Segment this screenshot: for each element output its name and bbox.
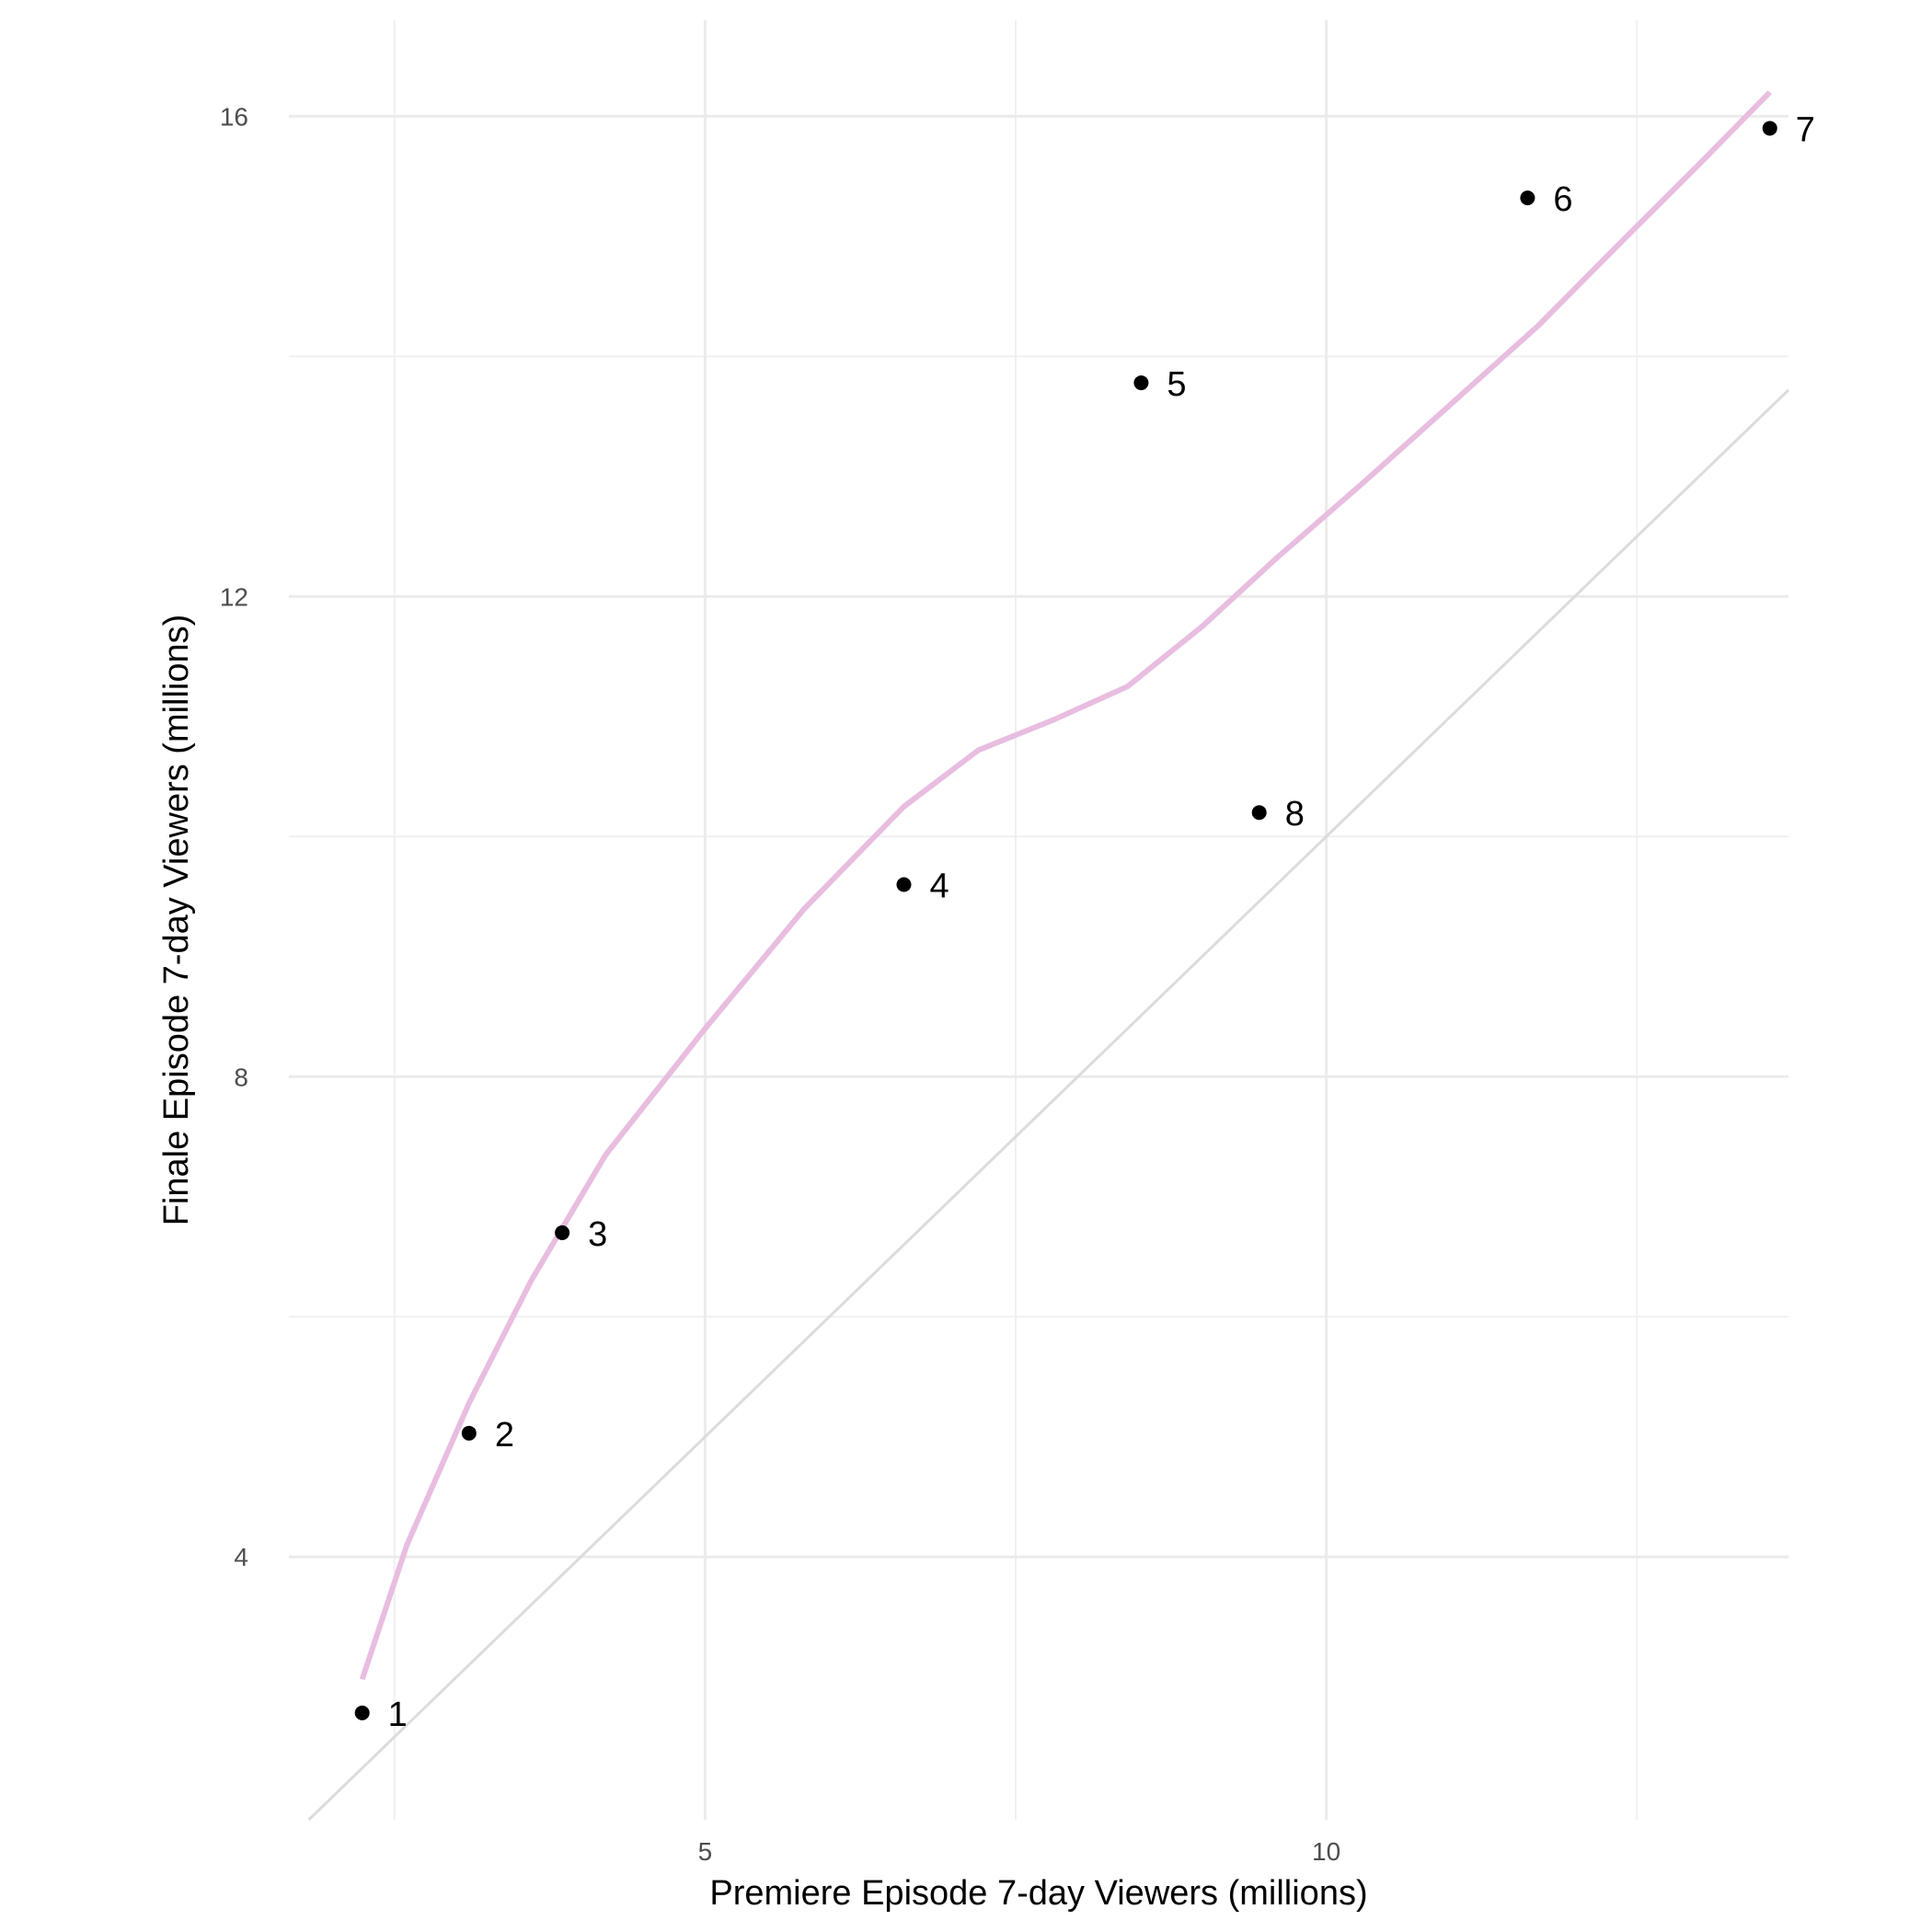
point-label-4: 4	[929, 868, 949, 906]
data-point-8	[1251, 805, 1267, 821]
data-point-6	[1520, 190, 1535, 206]
point-label-3: 3	[588, 1215, 607, 1254]
reference-line-layer	[307, 388, 1790, 1822]
data-point-2	[461, 1425, 477, 1441]
gridlines	[289, 20, 1788, 1820]
y-tick-label-8: 8	[234, 1063, 248, 1091]
y-tick-label-4: 4	[234, 1543, 248, 1571]
data-point-3	[555, 1225, 570, 1240]
point-labels-layer: 1 2 3 4 5 6 7 8	[388, 110, 1815, 1733]
data-point-5	[1133, 375, 1149, 391]
data-point-7	[1762, 121, 1777, 136]
y-axis-title: Finale Episode 7-day Viewers (millions)	[157, 615, 196, 1226]
point-label-5: 5	[1167, 365, 1186, 404]
reference-line	[307, 388, 1790, 1822]
x-axis-title: Premiere Episode 7-day Viewers (millions…	[709, 1874, 1367, 1913]
x-tick-label-5: 5	[698, 1837, 713, 1866]
point-label-7: 7	[1796, 110, 1815, 149]
x-tick-label-10: 10	[1312, 1837, 1340, 1866]
point-label-6: 6	[1553, 180, 1572, 219]
y-tick-label-12: 12	[220, 582, 248, 611]
data-point-1	[354, 1705, 370, 1720]
smooth-line-layer	[359, 90, 1772, 1681]
point-label-8: 8	[1285, 795, 1305, 834]
data-point-4	[896, 877, 912, 892]
point-label-1: 1	[388, 1696, 408, 1734]
point-label-2: 2	[495, 1416, 514, 1455]
smooth-line	[359, 90, 1772, 1681]
points-layer	[354, 121, 1777, 1720]
y-tick-label-16: 16	[220, 102, 248, 131]
